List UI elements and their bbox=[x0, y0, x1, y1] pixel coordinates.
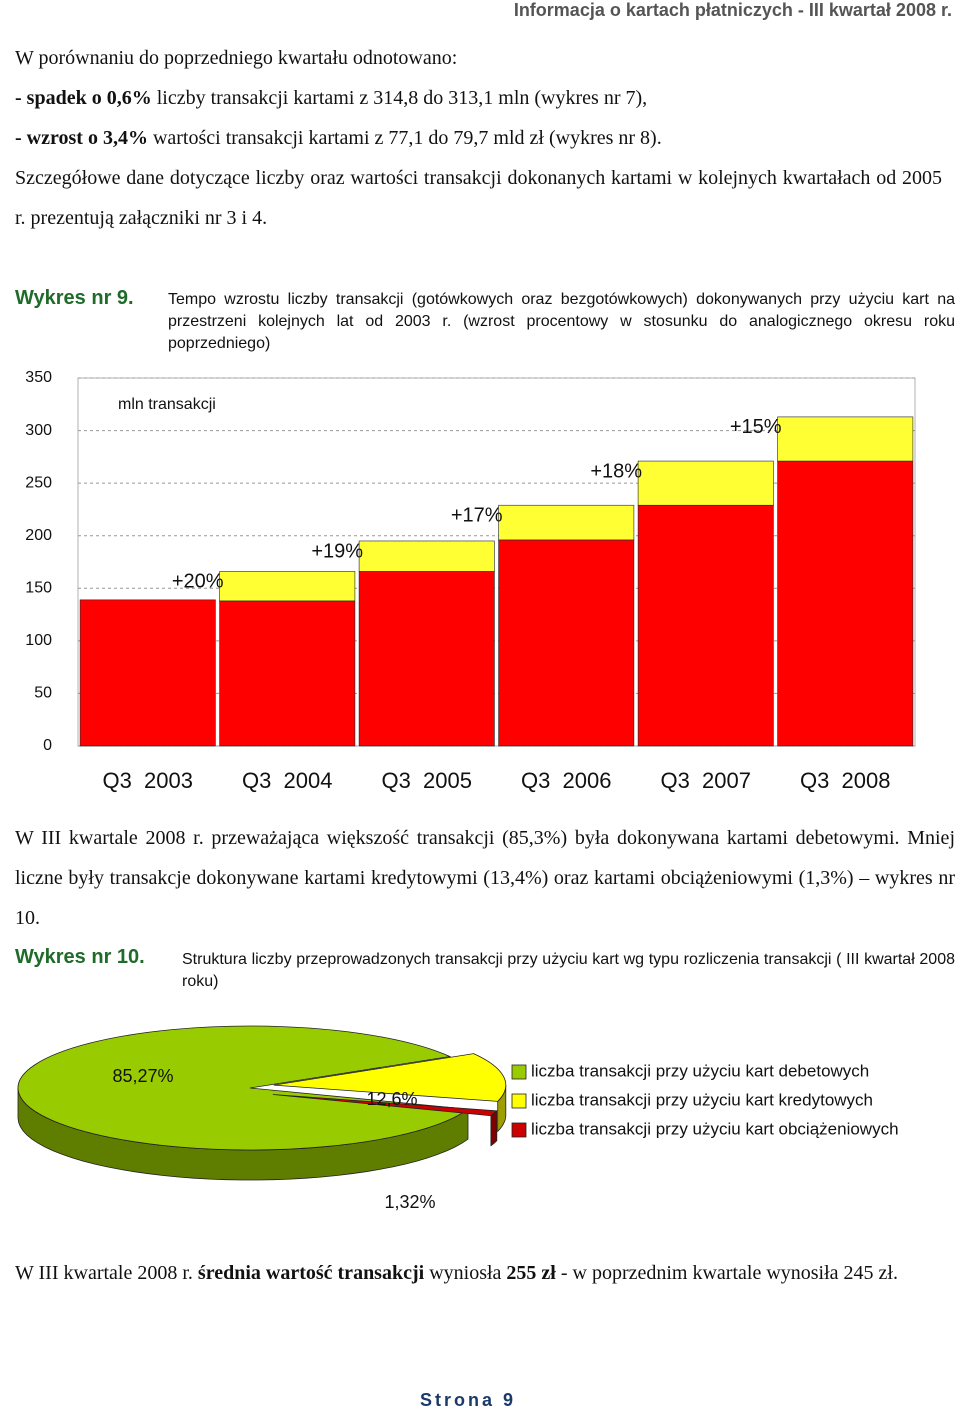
bar-segment bbox=[637, 460, 774, 506]
intro: W porównaniu do poprzedniego kwartału od… bbox=[15, 38, 942, 238]
chart-title: Tempo wzrostu liczby transakcji (gotówko… bbox=[168, 291, 955, 352]
intro-item: - spadek o 0,6% liczby transakcji kartam… bbox=[15, 78, 942, 118]
bar-segment bbox=[498, 504, 635, 541]
bar-segment bbox=[777, 460, 914, 747]
chart-title: Struktura liczby przeprowadzonych transa… bbox=[182, 951, 955, 990]
y-tick-label: 200 bbox=[25, 527, 52, 544]
conclusion: W III kwartale 2008 r. średnia wartość t… bbox=[15, 1253, 955, 1293]
growth-label: +19% bbox=[311, 540, 363, 562]
pie-slice bbox=[272, 1094, 498, 1117]
legend-label: liczba transakcji przy użyciu kart debet… bbox=[531, 1061, 869, 1080]
legend-swatch bbox=[511, 1064, 527, 1080]
page-number: Strona 9 bbox=[419, 1390, 517, 1410]
bar-segment bbox=[219, 600, 356, 747]
pie-side bbox=[490, 1110, 498, 1147]
y-tick-label: 0 bbox=[43, 737, 52, 754]
charts: 0 50 100 150 200 250 300 350 mln transakcji Q3 20… bbox=[17, 369, 916, 1212]
legend-label: liczba transakcji przy użyciu kart obcią… bbox=[531, 1119, 899, 1138]
bar-segment bbox=[498, 539, 635, 747]
y-tick-label: 350 bbox=[25, 369, 52, 386]
pie-value-label: 85,27% bbox=[112, 1066, 173, 1086]
chart-label: Wykres nr 9. bbox=[15, 287, 134, 309]
text: W III kwartale 2008 r. bbox=[15, 1262, 193, 1284]
intro-details: Szczegółowe dane dotyczące liczby oraz w… bbox=[15, 167, 942, 229]
growth-label: +20% bbox=[172, 571, 224, 593]
legend-swatch bbox=[511, 1122, 527, 1138]
x-tick-label: Q3 2003 bbox=[102, 768, 193, 793]
x-tick-label: Q3 2004 bbox=[242, 768, 333, 793]
y-tick-label: 150 bbox=[25, 580, 52, 597]
x-tick-label: Q3 2006 bbox=[521, 768, 612, 793]
y-unit-label: mln transakcji bbox=[118, 396, 216, 413]
structure-text: W III kwartale 2008 r. przeważająca więk… bbox=[15, 827, 955, 929]
item-text: wartości transakcji kartami z 77,1 do 79… bbox=[152, 127, 662, 149]
y-tick-label: 300 bbox=[25, 422, 52, 439]
text: wyniosła bbox=[429, 1262, 502, 1284]
pie-slice bbox=[17, 1025, 470, 1151]
bar-segment bbox=[219, 571, 356, 602]
bold-text: średnia wartość transakcji bbox=[197, 1262, 425, 1284]
growth-label: +15% bbox=[730, 416, 782, 438]
y-tick-label: 50 bbox=[34, 685, 52, 702]
bar-segment bbox=[637, 504, 774, 747]
pie-value-label: 12,6% bbox=[366, 1089, 417, 1109]
pie-slice bbox=[273, 1053, 507, 1102]
text: - w poprzednim kwartale wynosiła 245 zł. bbox=[560, 1262, 898, 1284]
chart-label: Wykres nr 10. bbox=[15, 946, 145, 968]
plot-frame bbox=[77, 377, 916, 747]
bar-segment bbox=[777, 416, 914, 462]
bar-segment bbox=[358, 571, 495, 747]
pie-value-label: 1,32% bbox=[384, 1192, 435, 1212]
legend-swatch bbox=[511, 1093, 527, 1109]
legend-label: liczba transakcji przy użyciu kart kredy… bbox=[531, 1090, 873, 1109]
x-tick-label: Q3 2007 bbox=[660, 768, 751, 793]
intro-item: - wzrost o 3,4% wartości transakcji kart… bbox=[15, 118, 942, 158]
x-tick-label: Q3 2008 bbox=[800, 768, 891, 793]
item-text: liczby transakcji kartami z 314,8 do 313… bbox=[156, 87, 648, 109]
item-bold: - wzrost o 3,4% bbox=[15, 127, 148, 149]
x-tick-label: Q3 2005 bbox=[381, 768, 472, 793]
item-bold: - spadek o 0,6% bbox=[15, 87, 152, 109]
y-tick-label: 100 bbox=[25, 632, 52, 649]
bar-segment bbox=[79, 599, 216, 747]
growth-label: +18% bbox=[590, 460, 642, 482]
intro-lead: W porównaniu do poprzedniego kwartału od… bbox=[15, 47, 458, 69]
growth-label: +17% bbox=[451, 505, 503, 527]
bold-text: 255 zł bbox=[506, 1262, 556, 1284]
header-title: Informacja o kartach płatniczych - III k… bbox=[513, 0, 952, 20]
y-tick-label: 250 bbox=[25, 474, 52, 491]
bar-segment bbox=[358, 540, 495, 572]
